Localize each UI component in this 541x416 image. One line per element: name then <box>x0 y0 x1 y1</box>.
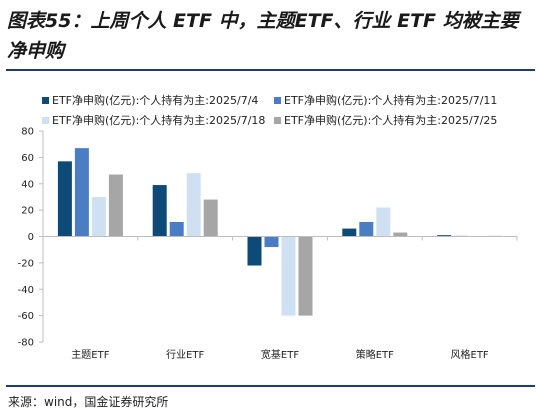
y-tick-label: 20 <box>21 206 34 217</box>
y-tick-label: -60 <box>18 311 34 322</box>
legend-swatch <box>274 96 281 104</box>
bar <box>91 196 106 237</box>
bar <box>186 173 201 237</box>
bar <box>169 221 184 237</box>
legend-item: ETF净申购(亿元):个人持有为主:2025/7/4 <box>42 92 274 108</box>
chart-title: 图表55：上周个人 ETF 中，主题ETF、行业 ETF 均被主要净申购 <box>7 10 519 62</box>
legend-item: ETF净申购(亿元):个人持有为主:2025/7/18 <box>42 112 274 128</box>
y-tick-label: -80 <box>18 338 34 349</box>
legend-item: ETF净申购(亿元):个人持有为主:2025/7/11 <box>274 92 497 108</box>
y-tick-label: 0 <box>28 232 34 243</box>
bar <box>342 228 357 237</box>
legend-row: ETF净申购(亿元):个人持有为主:2025/7/4 ETF净申购(亿元):个人… <box>42 90 497 110</box>
legend-label: ETF净申购(亿元):个人持有为主:2025/7/25 <box>284 114 498 127</box>
title-rule <box>6 69 535 71</box>
y-tick-label: 80 <box>21 127 34 138</box>
y-tick-label: 40 <box>21 179 34 190</box>
legend-label: ETF净申购(亿元):个人持有为主:2025/7/11 <box>284 94 498 107</box>
bar <box>298 236 313 316</box>
y-tick-label: 60 <box>21 153 34 164</box>
bar <box>57 161 72 237</box>
source-note: 来源：wind，国金证券研究所 <box>8 395 169 409</box>
bar <box>281 236 296 316</box>
legend-swatch <box>274 116 281 124</box>
bar <box>152 185 167 237</box>
legend-label: ETF净申购(亿元):个人持有为主:2025/7/18 <box>52 114 266 127</box>
y-tick-label: -20 <box>18 258 34 269</box>
bar <box>393 232 408 237</box>
x-tick-label: 风格ETF <box>451 348 489 361</box>
bar <box>264 236 279 248</box>
bar <box>74 148 89 237</box>
legend: ETF净申购(亿元):个人持有为主:2025/7/4 ETF净申购(亿元):个人… <box>42 90 497 130</box>
x-tick-label: 策略ETF <box>356 348 394 361</box>
legend-label: ETF净申购(亿元):个人持有为主:2025/7/4 <box>52 94 259 107</box>
x-tick-label: 行业ETF <box>166 348 204 361</box>
bar <box>376 207 391 237</box>
bar <box>437 235 452 237</box>
footer-rule <box>6 385 535 387</box>
x-tick-label: 宽基ETF <box>261 348 299 361</box>
legend-row: ETF净申购(亿元):个人持有为主:2025/7/18 ETF净申购(亿元):个… <box>42 110 497 130</box>
legend-swatch <box>42 116 49 124</box>
legend-swatch <box>42 96 49 104</box>
bar <box>359 221 374 237</box>
y-tick-label: -40 <box>18 285 34 296</box>
bar <box>108 174 123 237</box>
bar <box>203 199 218 237</box>
x-tick-label: 主题ETF <box>71 349 109 361</box>
bar <box>247 236 262 266</box>
legend-item: ETF净申购(亿元):个人持有为主:2025/7/25 <box>274 112 497 128</box>
